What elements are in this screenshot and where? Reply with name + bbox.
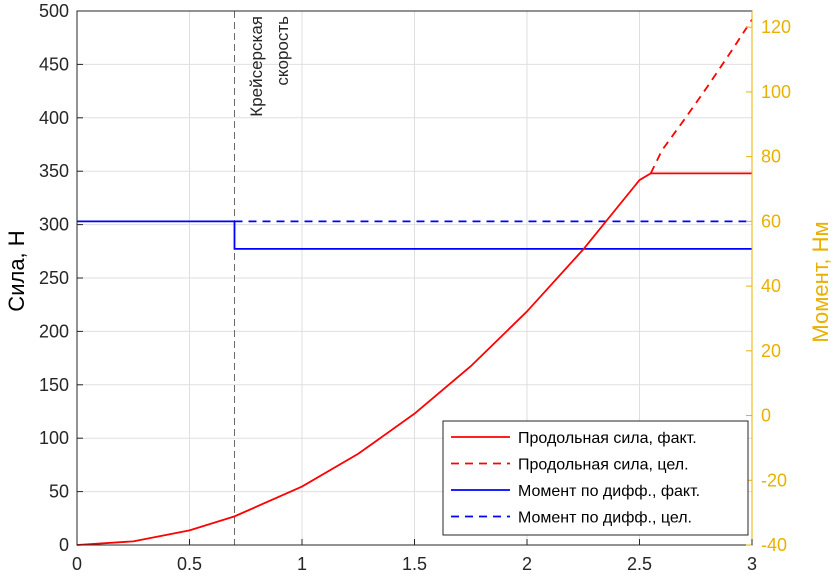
- y-right-tick-label: 20: [761, 341, 781, 361]
- y-left-tick-label: 500: [39, 1, 69, 21]
- legend: Продольная сила, факт. Продольная сила, ц…: [442, 420, 749, 536]
- y-right-tick-label: -40: [761, 535, 787, 555]
- y-right-tick-label: 40: [761, 276, 781, 296]
- x-tick-label: 1.5: [402, 554, 427, 574]
- series-2-line: [77, 220, 752, 250]
- y-right-tick-label: 80: [761, 147, 781, 167]
- series-layer: [76, 19, 753, 546]
- annotation-line2: скорость: [273, 16, 292, 86]
- y-left-tick-label: 150: [39, 375, 69, 395]
- y-left-tick-label: 50: [49, 482, 69, 502]
- x-tick-label: 0.5: [177, 554, 202, 574]
- x-tick-label: 0: [72, 554, 82, 574]
- y-right-tick-label: 0: [761, 406, 771, 426]
- legend-label-2: Момент по дифф., факт.: [518, 483, 700, 500]
- x-axis-ticks: 0 0.5 1 1.5 2 2.5 3: [72, 539, 757, 574]
- y-left-tick-label: 100: [39, 428, 69, 448]
- left-axis-ticks: 0 50 100 150 200 250 300 350 400 450 500: [39, 1, 83, 555]
- y-left-tick-label: 300: [39, 215, 69, 235]
- x-tick-label: 1: [297, 554, 307, 574]
- y-right-tick-label: 100: [761, 82, 791, 102]
- y-left-tick-label: 200: [39, 321, 69, 341]
- y-left-tick-label: 450: [39, 54, 69, 74]
- y-right-tick-label: -20: [761, 470, 787, 490]
- legend-label-3: Момент по дифф., цел.: [518, 510, 692, 527]
- series-0-line: [76, 172, 752, 546]
- y-axis-left-label: Сила, Н: [4, 230, 29, 311]
- y-left-tick-label: 0: [59, 535, 69, 555]
- y-left-tick-label: 350: [39, 161, 69, 181]
- y-right-tick-label: 120: [761, 17, 791, 37]
- x-tick-label: 2: [522, 554, 532, 574]
- y-axis-right-label: Момент, Нм: [808, 221, 833, 342]
- y-left-tick-label: 250: [39, 268, 69, 288]
- x-tick-label: 3: [747, 554, 757, 574]
- series-1-line: [649, 19, 753, 174]
- annotation-line1: Крейсерская: [247, 16, 266, 117]
- y-left-tick-label: 400: [39, 108, 69, 128]
- right-axis-ticks: -40 -20 0 20 40 60 80 100 120: [746, 11, 791, 555]
- y-right-tick-label: 60: [761, 211, 781, 231]
- x-tick-label: 2.5: [627, 554, 652, 574]
- legend-label-1: Продольная сила, цел.: [518, 457, 689, 474]
- legend-label-0: Продольная сила, факт.: [518, 430, 697, 447]
